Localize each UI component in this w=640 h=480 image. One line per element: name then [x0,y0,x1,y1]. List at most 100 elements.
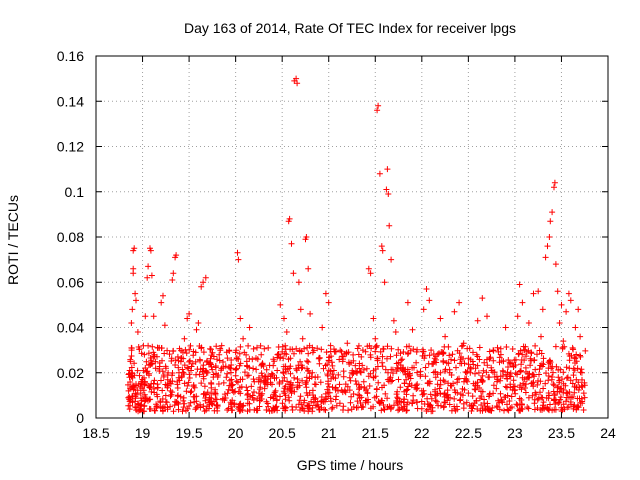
data-point [132,398,139,405]
data-point [545,377,552,384]
data-point [170,270,177,277]
data-point [559,376,565,383]
data-point [180,404,187,411]
data-point [365,265,372,272]
data-point [191,384,198,391]
data-point [518,367,524,374]
data-point [283,329,290,335]
data-point [523,368,529,375]
data-point [332,384,339,391]
data-point [546,358,553,365]
data-point [354,345,361,352]
data-point [496,359,503,366]
data-point [423,286,430,292]
data-point [574,365,581,372]
data-point [289,346,296,353]
data-point [152,358,159,365]
data-point [518,361,525,368]
data-point [528,350,535,357]
data-point [214,356,220,363]
data-point [519,401,525,408]
data-point [352,362,359,369]
data-point [429,404,436,411]
data-point [581,382,588,389]
data-point [560,389,567,396]
data-point [367,351,374,358]
data-point [444,387,451,394]
data-point [569,380,576,387]
data-point [188,367,194,374]
data-point [335,371,342,378]
data-point [200,279,207,286]
data-point [468,365,474,372]
data-point [141,408,148,415]
data-point [236,404,243,411]
data-point [289,407,296,413]
data-point [405,383,412,390]
data-point [567,377,574,384]
data-point [497,351,504,358]
data-point [137,390,144,397]
data-point [509,346,516,352]
x-tick-label: 18.5 [82,425,109,441]
data-point [512,390,519,397]
data-point [565,350,572,357]
data-point [270,356,277,363]
data-point [407,347,414,354]
data-point [387,404,394,411]
data-point [478,402,485,408]
data-point [125,381,131,388]
data-point [277,301,284,308]
data-point [508,393,515,400]
data-point [529,392,536,399]
data-point [180,394,187,401]
data-point [263,407,270,413]
data-point [216,351,223,358]
data-point [391,402,397,409]
data-point [349,369,355,376]
data-point [545,359,552,366]
data-point [566,357,573,364]
data-point [149,343,156,350]
data-point [144,274,151,281]
data-point [305,265,312,272]
data-point [163,365,169,372]
data-point [411,364,417,371]
data-point [500,368,507,375]
data-point [437,315,444,322]
data-point [175,406,182,413]
data-point [352,378,359,384]
data-point [346,374,353,381]
data-point [274,351,281,358]
data-point [384,166,391,173]
data-point [485,407,492,414]
data-point [319,397,325,404]
data-point [176,345,183,352]
data-point [333,402,340,409]
data-point [376,170,383,177]
data-point [525,347,532,354]
data-point [425,360,432,367]
data-point [543,370,549,377]
data-point [358,394,365,401]
data-point [178,374,185,381]
data-point [340,407,346,413]
data-point [394,394,401,401]
data-point [524,404,531,411]
data-point [273,397,280,404]
y-tick-label: 0.06 [57,274,84,290]
data-point [490,347,497,354]
data-point [300,399,307,406]
data-point [326,354,332,361]
data-point [175,364,182,371]
data-point [390,317,397,324]
data-point [474,317,481,324]
data-point [220,379,227,386]
data-point [324,361,331,368]
data-point [305,359,312,365]
data-point [158,299,165,306]
y-tick-label: 0.02 [57,365,84,381]
data-point [420,348,426,355]
data-point [301,407,308,414]
data-point [136,372,143,379]
